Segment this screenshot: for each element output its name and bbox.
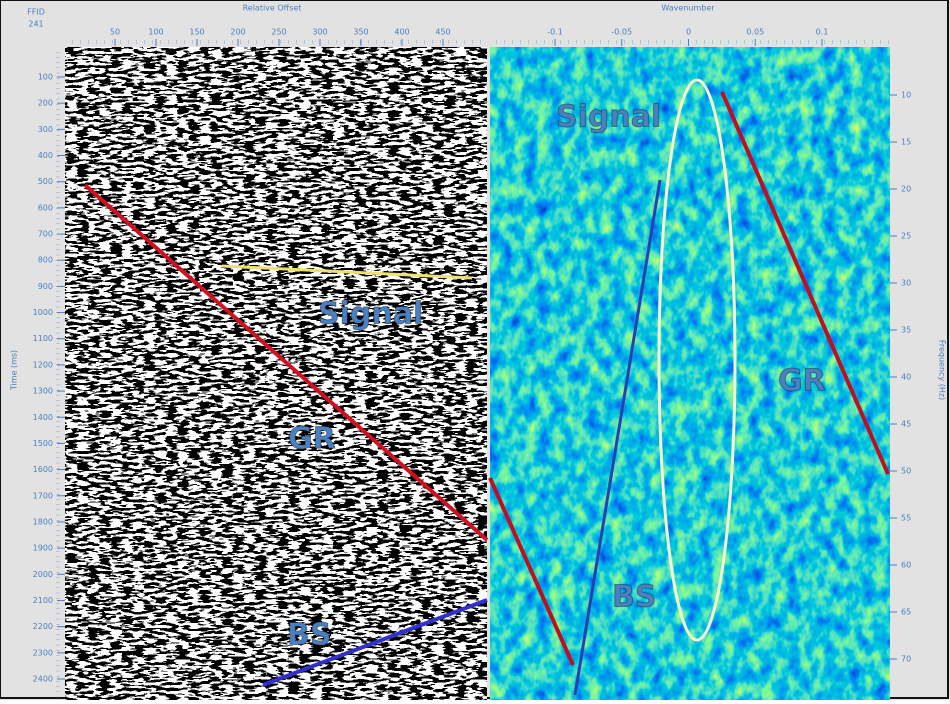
axis-title: Time (ms) [10, 350, 19, 391]
annotation-label: GR [778, 364, 826, 399]
ffid-value: 241 [28, 20, 43, 29]
tick-label: 40 [901, 373, 911, 382]
tick-label: -0.05 [611, 28, 632, 37]
gr-line [720, 91, 890, 475]
minor-ticks [55, 50, 65, 700]
tick-label: 100 [38, 73, 53, 82]
tick-label: 50 [901, 467, 911, 476]
tick-label: 35 [901, 326, 911, 335]
tick-label: 200 [38, 99, 53, 108]
axis-title: Relative Offset [243, 4, 302, 13]
tick-label: 0.05 [746, 28, 764, 37]
tick-label: 350 [353, 28, 368, 37]
annotation-label: GR [288, 422, 336, 457]
tick-label: 500 [38, 177, 53, 186]
tick-label: 150 [189, 28, 204, 37]
tick-label: 25 [901, 232, 911, 241]
bs-line [262, 598, 488, 687]
annotation-label: BS [287, 618, 331, 653]
minor-ticks [490, 40, 890, 46]
gr-line [83, 183, 489, 542]
axis-title: Frequency (Hz) [938, 340, 947, 400]
tick-label: 55 [901, 514, 911, 523]
signal-line [221, 264, 473, 280]
tick-label: 1200 [33, 360, 53, 369]
tick-label: 2200 [33, 622, 53, 631]
annotation-label: Signal [556, 100, 661, 135]
tick-label: 450 [435, 28, 450, 37]
tick-label: 2100 [33, 596, 53, 605]
ffid-label: FFID [27, 8, 45, 17]
tick-label: 800 [38, 256, 53, 265]
tick-label: 0.1 [816, 28, 829, 37]
bs-line [573, 179, 662, 696]
gr-line [488, 477, 575, 666]
tick-label: 300 [38, 125, 53, 134]
tick-label: 30 [901, 279, 911, 288]
annotations [83, 78, 890, 696]
tick-label: 250 [271, 28, 286, 37]
shot-gather-image [65, 47, 487, 700]
tick-label: 600 [38, 203, 53, 212]
tick-label: 2000 [33, 570, 53, 579]
tick-label: 700 [38, 230, 53, 239]
tick-label: 50 [110, 28, 120, 37]
tick-label: 400 [38, 151, 53, 160]
fk-spectrum-image [490, 47, 890, 700]
tick-label: 65 [901, 608, 911, 617]
tick-label: 200 [230, 28, 245, 37]
tick-label: 1600 [33, 465, 53, 474]
tick-label: 1000 [33, 308, 53, 317]
axis-title: Wavenumber [661, 4, 715, 13]
tick-label: 70 [901, 655, 911, 664]
tick-label: 1100 [33, 334, 53, 343]
tick-label: 400 [394, 28, 409, 37]
tick-label: 10 [901, 91, 911, 100]
tick-label: 1300 [33, 387, 53, 396]
tick-label: 1700 [33, 491, 53, 500]
tick-label: 300 [312, 28, 327, 37]
tick-label: 1400 [33, 413, 53, 422]
annotation-label: BS [612, 580, 656, 615]
tick-label: 60 [901, 561, 911, 570]
tick-label: 20 [901, 185, 911, 194]
tick-label: 900 [38, 282, 53, 291]
tick-label: 1500 [33, 439, 53, 448]
tick-label: 100 [148, 28, 163, 37]
tick-label: 1800 [33, 517, 53, 526]
tick-label: 2300 [33, 648, 53, 657]
annotation-label: Signal [318, 297, 423, 332]
tick-label: 2400 [33, 675, 53, 684]
tick-label: 45 [901, 420, 911, 429]
tick-label: 0 [686, 28, 691, 37]
tick-label: 15 [901, 138, 911, 147]
tick-label: -0.1 [547, 28, 563, 37]
signal-ellipse [657, 78, 737, 642]
tick-label: 1900 [33, 544, 53, 553]
